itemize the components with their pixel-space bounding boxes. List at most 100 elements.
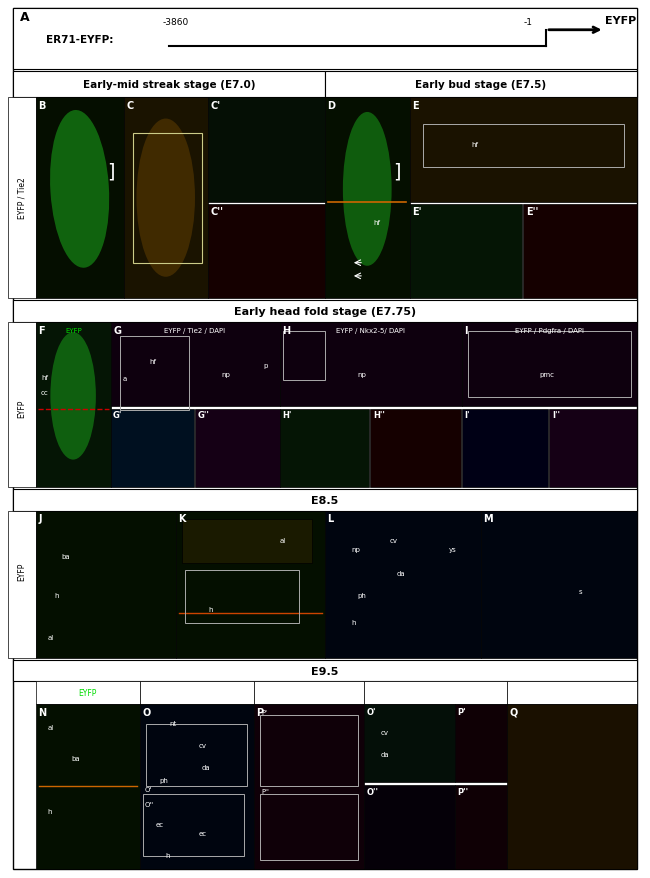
Bar [325, 72, 637, 98]
Text: hf: hf [374, 220, 381, 226]
Bar [195, 409, 280, 487]
Text: ba: ba [72, 755, 80, 761]
Text: C: C [126, 101, 133, 111]
Bar [8, 98, 36, 299]
Text: N: N [38, 707, 47, 716]
Bar [36, 323, 111, 487]
Text: G: G [113, 326, 121, 335]
Bar [462, 409, 548, 487]
Bar [422, 125, 624, 168]
Text: EYFP / Tie2: EYFP / Tie2 [18, 176, 26, 219]
Text: s: s [578, 588, 582, 594]
Text: ph: ph [358, 593, 367, 599]
Text: P': P' [261, 709, 267, 716]
Text: ys: ys [448, 546, 456, 552]
Ellipse shape [50, 111, 109, 269]
Bar [325, 511, 481, 658]
Text: O'': O'' [144, 801, 153, 807]
Bar [254, 681, 364, 704]
Text: P: P [256, 707, 263, 716]
Bar [124, 98, 208, 299]
Text: O'': O'' [367, 787, 378, 795]
Bar [254, 704, 364, 869]
Text: da: da [396, 571, 405, 577]
Text: EYFP: EYFP [65, 327, 82, 334]
Bar [13, 9, 637, 70]
Text: E: E [412, 101, 419, 111]
Text: p: p [263, 363, 268, 369]
Bar [36, 98, 124, 299]
Text: da: da [202, 764, 210, 770]
Bar [280, 323, 462, 407]
Text: J: J [38, 514, 42, 523]
Bar [455, 704, 507, 782]
Text: E9.5: E9.5 [311, 666, 339, 676]
Ellipse shape [136, 119, 195, 277]
Text: ec: ec [198, 830, 207, 836]
Bar [455, 785, 507, 869]
Text: h: h [208, 606, 213, 612]
Bar [13, 660, 637, 681]
Text: ER71-EYFP:: ER71-EYFP: [46, 34, 113, 45]
Text: EYFP / Nkx2-5: EYFP / Nkx2-5 [545, 688, 599, 697]
Ellipse shape [343, 112, 391, 267]
Bar [410, 98, 637, 203]
Bar [111, 323, 280, 407]
Ellipse shape [51, 333, 96, 460]
Text: -1: -1 [524, 18, 533, 27]
Text: ]: ] [393, 162, 401, 182]
Text: ]: ] [107, 162, 115, 182]
Text: H'': H'' [373, 411, 385, 420]
Bar [140, 681, 254, 704]
Bar [283, 332, 325, 380]
Text: nt: nt [169, 720, 176, 726]
Text: E'': E'' [526, 206, 538, 216]
Text: al: al [47, 724, 54, 730]
Text: h: h [351, 619, 356, 625]
Bar [208, 98, 325, 203]
Bar [36, 681, 140, 704]
Text: E8.5: E8.5 [311, 495, 339, 505]
Bar [260, 795, 358, 860]
Text: h: h [47, 808, 52, 814]
Text: np: np [221, 371, 230, 378]
Text: Early bud stage (E7.5): Early bud stage (E7.5) [415, 80, 547, 90]
Bar [120, 336, 188, 411]
Text: hf: hf [471, 142, 478, 148]
Bar [13, 72, 325, 98]
Bar [13, 300, 637, 323]
Bar [182, 520, 312, 564]
Text: Early-mid streak stage (E7.0): Early-mid streak stage (E7.0) [83, 80, 255, 90]
Text: E': E' [412, 206, 422, 216]
Bar [280, 409, 369, 487]
Text: al: al [47, 634, 54, 640]
Text: O': O' [367, 707, 376, 716]
Bar [462, 323, 637, 407]
Text: al: al [280, 537, 286, 543]
Text: h: h [54, 593, 58, 599]
Bar [36, 511, 176, 658]
Text: a: a [122, 376, 127, 382]
Text: O: O [142, 707, 151, 716]
Bar [36, 704, 140, 869]
Text: np: np [358, 371, 367, 378]
Text: Tie2 / DAPI: Tie2 / DAPI [288, 688, 330, 697]
Bar [364, 681, 507, 704]
Text: M: M [484, 514, 493, 523]
Text: pmc: pmc [540, 371, 554, 378]
Bar [8, 511, 36, 658]
Bar [410, 205, 522, 299]
Text: F: F [38, 326, 45, 335]
Text: h: h [166, 852, 170, 858]
Text: cv: cv [198, 742, 206, 748]
Bar [133, 133, 202, 263]
Text: hf: hf [150, 358, 157, 364]
Bar [364, 785, 455, 869]
Text: EYFP: EYFP [18, 562, 26, 579]
Bar [146, 724, 247, 786]
Text: cv: cv [380, 730, 388, 736]
Bar [549, 409, 637, 487]
Bar [111, 409, 194, 487]
Text: hf: hf [41, 374, 48, 380]
Text: ph: ph [159, 777, 168, 783]
